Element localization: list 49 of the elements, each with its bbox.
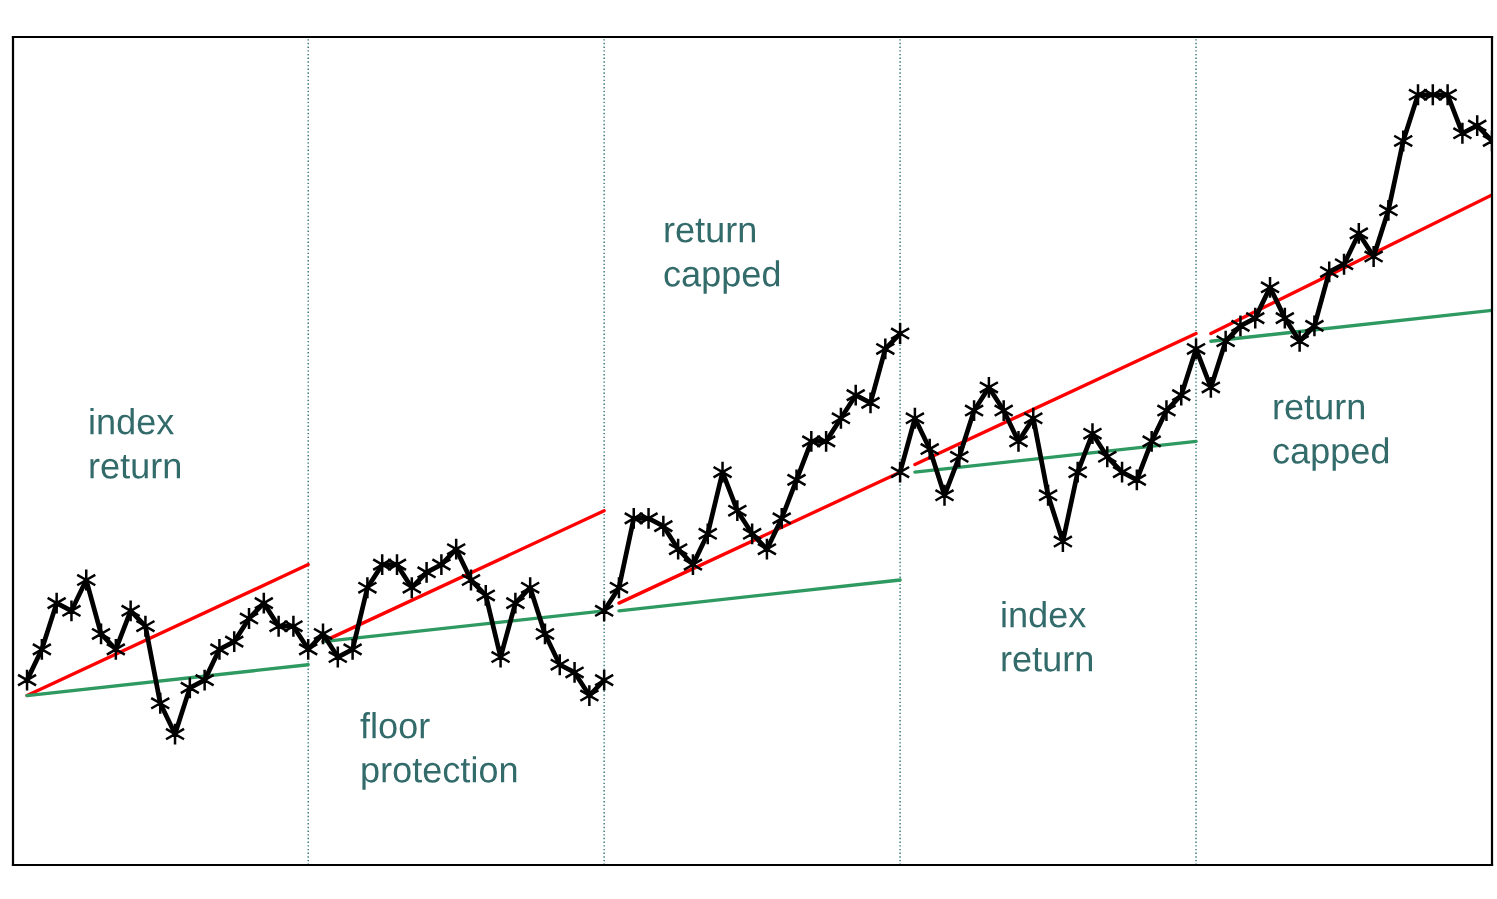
point [1067, 460, 1088, 484]
point [194, 668, 215, 692]
point [505, 591, 526, 615]
point [845, 383, 866, 407]
point [1378, 198, 1399, 222]
annotation: return capped [1273, 395, 1389, 471]
point [342, 637, 363, 661]
point [135, 614, 156, 638]
point [771, 506, 792, 531]
point [579, 683, 600, 708]
point [357, 576, 378, 600]
point [1230, 314, 1251, 338]
point [786, 468, 807, 492]
point [1304, 314, 1325, 338]
point [697, 522, 719, 546]
point [712, 460, 733, 484]
point [1097, 445, 1118, 469]
point [283, 614, 304, 638]
annotation: return capped [664, 218, 780, 294]
annotation: index return [90, 408, 180, 479]
point [1289, 329, 1310, 353]
point [727, 499, 748, 523]
annotation: index return [1002, 601, 1092, 672]
point [431, 552, 452, 577]
point [1437, 83, 1458, 107]
point [1452, 121, 1473, 145]
point [1141, 429, 1162, 454]
point [120, 599, 141, 623]
point [61, 599, 82, 623]
point [860, 391, 881, 415]
point [1008, 429, 1029, 454]
point [1156, 398, 1177, 423]
point [46, 591, 67, 615]
point [1023, 406, 1044, 430]
point [653, 514, 674, 538]
point [1215, 329, 1236, 353]
point [564, 660, 585, 685]
point [1170, 383, 1192, 407]
point [993, 398, 1014, 423]
point [934, 483, 955, 507]
point [209, 637, 230, 661]
point [1363, 244, 1384, 269]
point [875, 337, 896, 361]
point [638, 506, 659, 531]
point [1082, 422, 1103, 446]
point [919, 437, 940, 461]
point [949, 445, 970, 469]
annotation: floor protection [360, 712, 517, 790]
point [490, 645, 511, 669]
